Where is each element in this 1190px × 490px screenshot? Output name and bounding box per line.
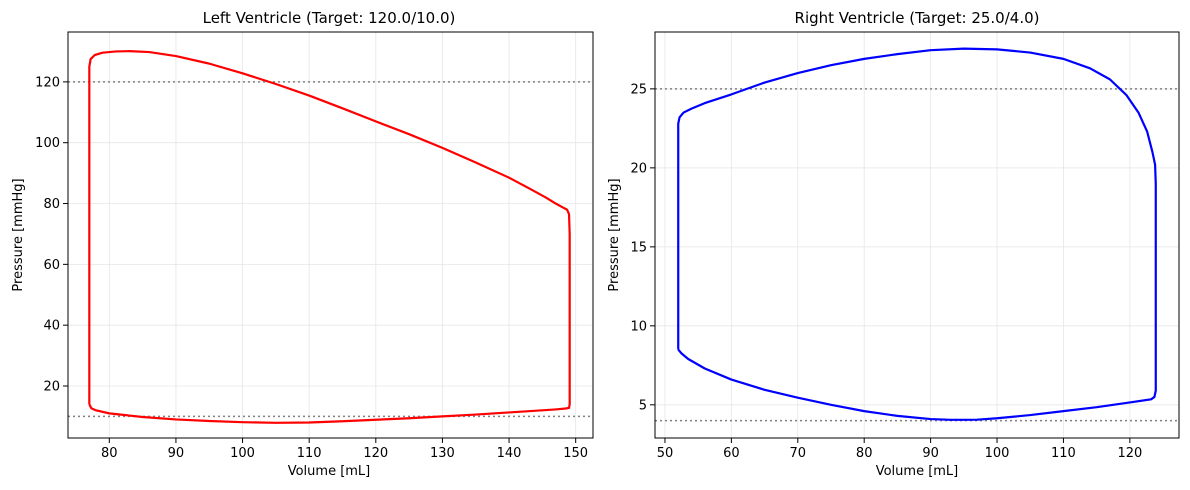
- pv-loop-line: [88, 50, 571, 424]
- y-axis-ticks: 5 10 15 20 25: [630, 82, 655, 413]
- pv-loop-line: [677, 47, 1157, 421]
- x-tick-label: 130: [430, 446, 455, 461]
- x-tick-label: 120: [1117, 446, 1142, 461]
- y-axis-label: Pressure [mmHg]: [11, 178, 26, 291]
- y-tick-label: 20: [43, 379, 60, 394]
- grid: [68, 32, 593, 438]
- y-tick-label: 25: [630, 82, 647, 97]
- x-tick-label: 110: [297, 446, 322, 461]
- y-tick-label: 80: [43, 197, 60, 212]
- series-group: [88, 50, 571, 424]
- x-tick-label: 70: [790, 446, 807, 461]
- x-tick-label: 50: [657, 446, 674, 461]
- x-tick-label: 110: [1051, 446, 1076, 461]
- left-ventricle-chart: Left Ventricle (Target: 120.0/10.0) 80 90…: [11, 9, 594, 479]
- x-tick-label: 120: [363, 446, 388, 461]
- x-axis-label: Volume [mL]: [288, 464, 371, 479]
- y-tick-label: 120: [35, 75, 60, 90]
- chart-title: Left Ventricle (Target: 120.0/10.0): [203, 9, 456, 27]
- reference-lines: [68, 81, 593, 418]
- axes-frame: [654, 31, 1180, 439]
- x-axis-label: Volume [mL]: [876, 464, 959, 479]
- reference-lines: [655, 88, 1179, 422]
- y-axis-ticks: 20 40 60 80 100 120: [35, 75, 68, 394]
- x-axis-ticks: 50 60 70 80 90 100 110 120: [657, 438, 1142, 461]
- right-ventricle-chart: Right Ventricle (Target: 25.0/4.0) 50 60 7…: [607, 9, 1180, 479]
- y-axis-label: Pressure [mmHg]: [607, 178, 622, 291]
- series-group: [677, 47, 1157, 421]
- x-tick-label: 100: [230, 446, 255, 461]
- x-tick-label: 100: [985, 446, 1010, 461]
- x-tick-label: 90: [922, 446, 939, 461]
- y-tick-label: 100: [35, 136, 60, 151]
- x-tick-label: 60: [723, 446, 740, 461]
- y-tick-label: 60: [43, 258, 60, 273]
- chart-title: Right Ventricle (Target: 25.0/4.0): [795, 9, 1040, 27]
- x-tick-label: 90: [168, 446, 185, 461]
- y-tick-label: 20: [630, 161, 647, 176]
- x-axis-ticks: 80 90 100 110 120 130 140 150: [101, 438, 588, 461]
- y-tick-label: 5: [639, 398, 647, 413]
- y-tick-label: 10: [630, 319, 647, 334]
- y-tick-label: 15: [630, 240, 647, 255]
- x-tick-label: 80: [856, 446, 873, 461]
- y-tick-label: 40: [43, 319, 60, 334]
- x-tick-label: 80: [101, 446, 118, 461]
- x-tick-label: 150: [563, 446, 588, 461]
- x-tick-label: 140: [497, 446, 522, 461]
- axes-frame: [67, 31, 594, 439]
